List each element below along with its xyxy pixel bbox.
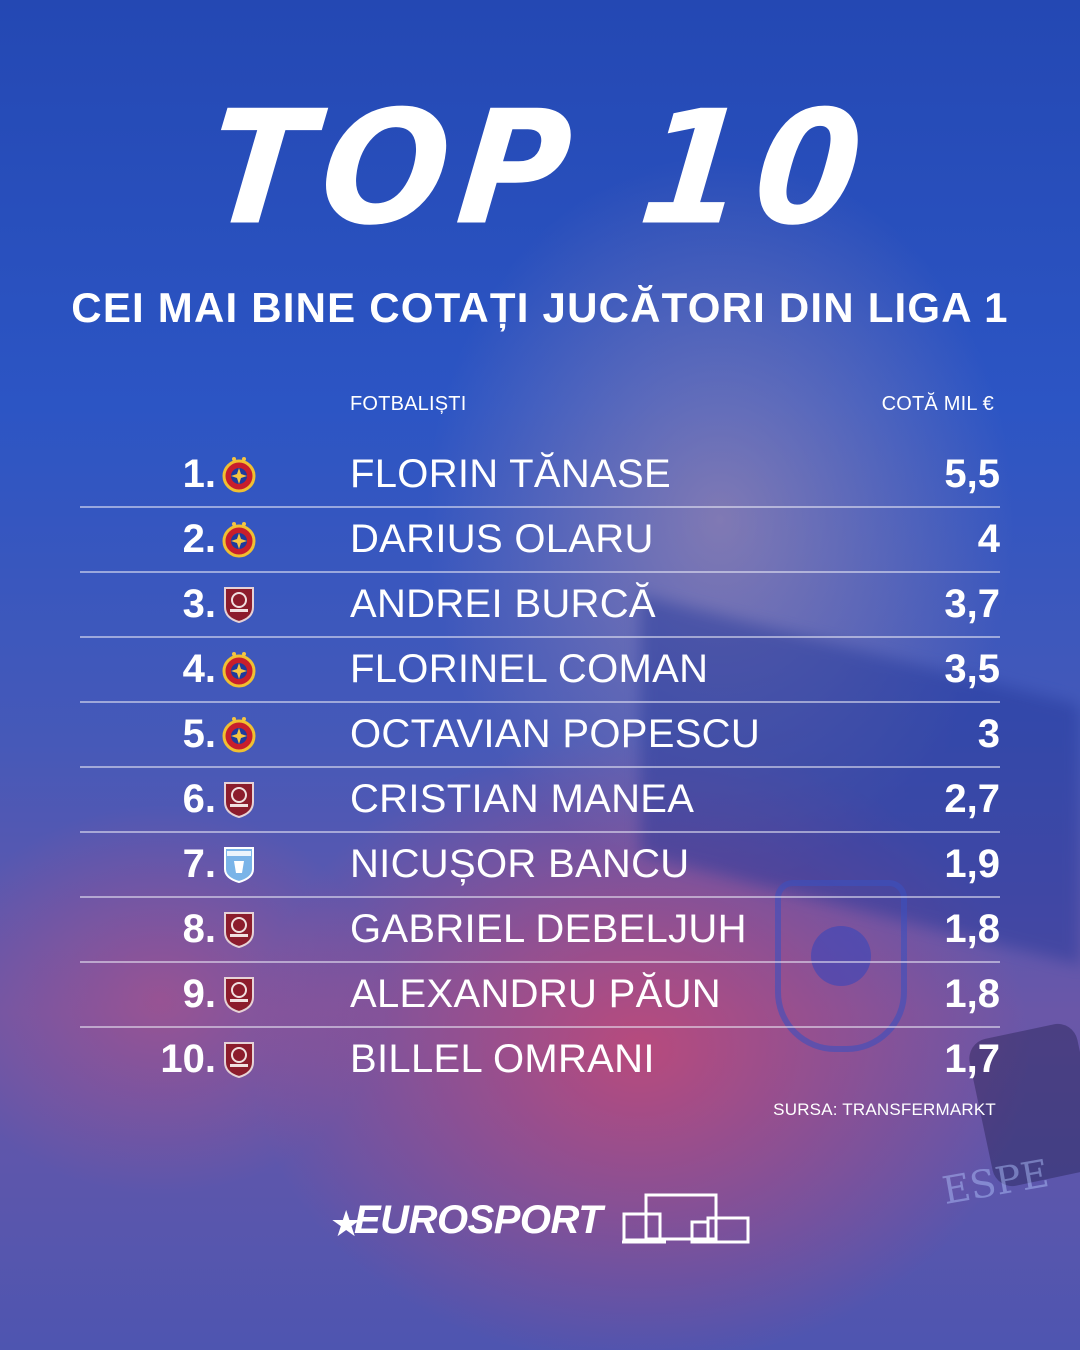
rank-number: 2. bbox=[182, 517, 216, 561]
market-value: 2,7 bbox=[944, 777, 1000, 821]
row-divider bbox=[80, 506, 1000, 508]
rank-number: 9. bbox=[182, 972, 216, 1016]
market-value: 4 bbox=[977, 517, 1000, 561]
column-header-players: FOTBALIȘTI bbox=[350, 393, 467, 415]
market-value: 3 bbox=[977, 712, 1000, 756]
row-divider bbox=[80, 1026, 1000, 1028]
column-header-value: COTĂ MIL € bbox=[881, 393, 994, 415]
cfr-cluj-crest-icon bbox=[220, 585, 258, 624]
source-note: SURSA: TRANSFERMARKT bbox=[773, 1100, 996, 1119]
rank-number: 4. bbox=[182, 647, 216, 691]
rank-number: 5. bbox=[182, 712, 216, 756]
rank-number: 7. bbox=[182, 842, 216, 886]
player-name: GABRIEL DEBELJUH bbox=[350, 907, 747, 951]
page-title: TOP 10 bbox=[200, 77, 880, 261]
player-name: FLORIN TĂNASE bbox=[350, 452, 672, 496]
table-row: 10. BILLEL OMRANI 1,7 bbox=[80, 1027, 1000, 1092]
table-row: 2. DARIUS OLARU 4 bbox=[80, 507, 1000, 572]
player-name: ALEXANDRU PĂUN bbox=[350, 972, 721, 1016]
fcsb-crest-icon bbox=[220, 520, 258, 558]
craiova-crest-icon bbox=[220, 845, 258, 884]
market-value: 1,8 bbox=[944, 972, 1000, 1016]
fcsb-crest-icon bbox=[220, 650, 258, 688]
jersey-crest-shape bbox=[775, 880, 907, 1052]
player-name: OCTAVIAN POPESCU bbox=[350, 712, 761, 756]
brand-star-icon: ★ bbox=[330, 1203, 363, 1244]
page-subtitle: CEI MAI BINE COTAȚI JUCĂTORI DIN LIGA 1 bbox=[71, 284, 1009, 331]
row-divider bbox=[80, 571, 1000, 573]
rank-number: 8. bbox=[182, 907, 216, 951]
table-row: 5. OCTAVIAN POPESCU 3 bbox=[80, 702, 1000, 767]
devices-icon bbox=[622, 1193, 750, 1244]
cfr-cluj-crest-icon bbox=[220, 975, 258, 1014]
brand-name: EUROSPORT bbox=[354, 1198, 603, 1242]
table-row: 3. ANDREI BURCĂ 3,7 bbox=[80, 572, 1000, 637]
market-value: 5,5 bbox=[944, 452, 1000, 496]
fcsb-crest-icon bbox=[220, 715, 258, 753]
cfr-cluj-crest-icon bbox=[220, 910, 258, 949]
player-name: BILLEL OMRANI bbox=[350, 1037, 655, 1081]
rank-number: 1. bbox=[182, 452, 216, 496]
sleeve-logo: ESPE bbox=[938, 1151, 1053, 1213]
row-divider bbox=[80, 961, 1000, 963]
player-name: CRISTIAN MANEA bbox=[350, 777, 695, 821]
player-name: FLORINEL COMAN bbox=[350, 647, 709, 691]
table-row: 4. FLORINEL COMAN 3,5 bbox=[80, 637, 1000, 702]
rank-number: 3. bbox=[182, 582, 216, 626]
rank-number: 6. bbox=[182, 777, 216, 821]
fcsb-crest-icon bbox=[220, 455, 258, 493]
cfr-cluj-crest-icon bbox=[220, 1040, 258, 1079]
row-divider bbox=[80, 766, 1000, 768]
market-value: 3,7 bbox=[944, 582, 1000, 626]
market-value: 3,5 bbox=[944, 647, 1000, 691]
market-value: 1,8 bbox=[944, 907, 1000, 951]
rank-number: 10. bbox=[160, 1037, 216, 1081]
table-row: 6. CRISTIAN MANEA 2,7 bbox=[80, 767, 1000, 832]
market-value: 1,7 bbox=[944, 1037, 1000, 1081]
table-row: 7. NICUȘOR BANCU 1,9 bbox=[80, 832, 1000, 897]
row-divider bbox=[80, 896, 1000, 898]
player-name: ANDREI BURCĂ bbox=[350, 582, 656, 626]
row-divider bbox=[80, 636, 1000, 638]
cfr-cluj-crest-icon bbox=[220, 780, 258, 819]
row-divider bbox=[80, 831, 1000, 833]
table-row: 9. ALEXANDRU PĂUN 1,8 bbox=[80, 962, 1000, 1027]
row-divider bbox=[80, 701, 1000, 703]
table-row: 1. FLORIN TĂNASE 5,5 bbox=[80, 442, 1000, 507]
table-row: 8. GABRIEL DEBELJUH 1,8 bbox=[80, 897, 1000, 962]
player-name: NICUȘOR BANCU bbox=[350, 842, 690, 886]
market-value: 1,9 bbox=[944, 842, 1000, 886]
player-name: DARIUS OLARU bbox=[350, 517, 654, 561]
